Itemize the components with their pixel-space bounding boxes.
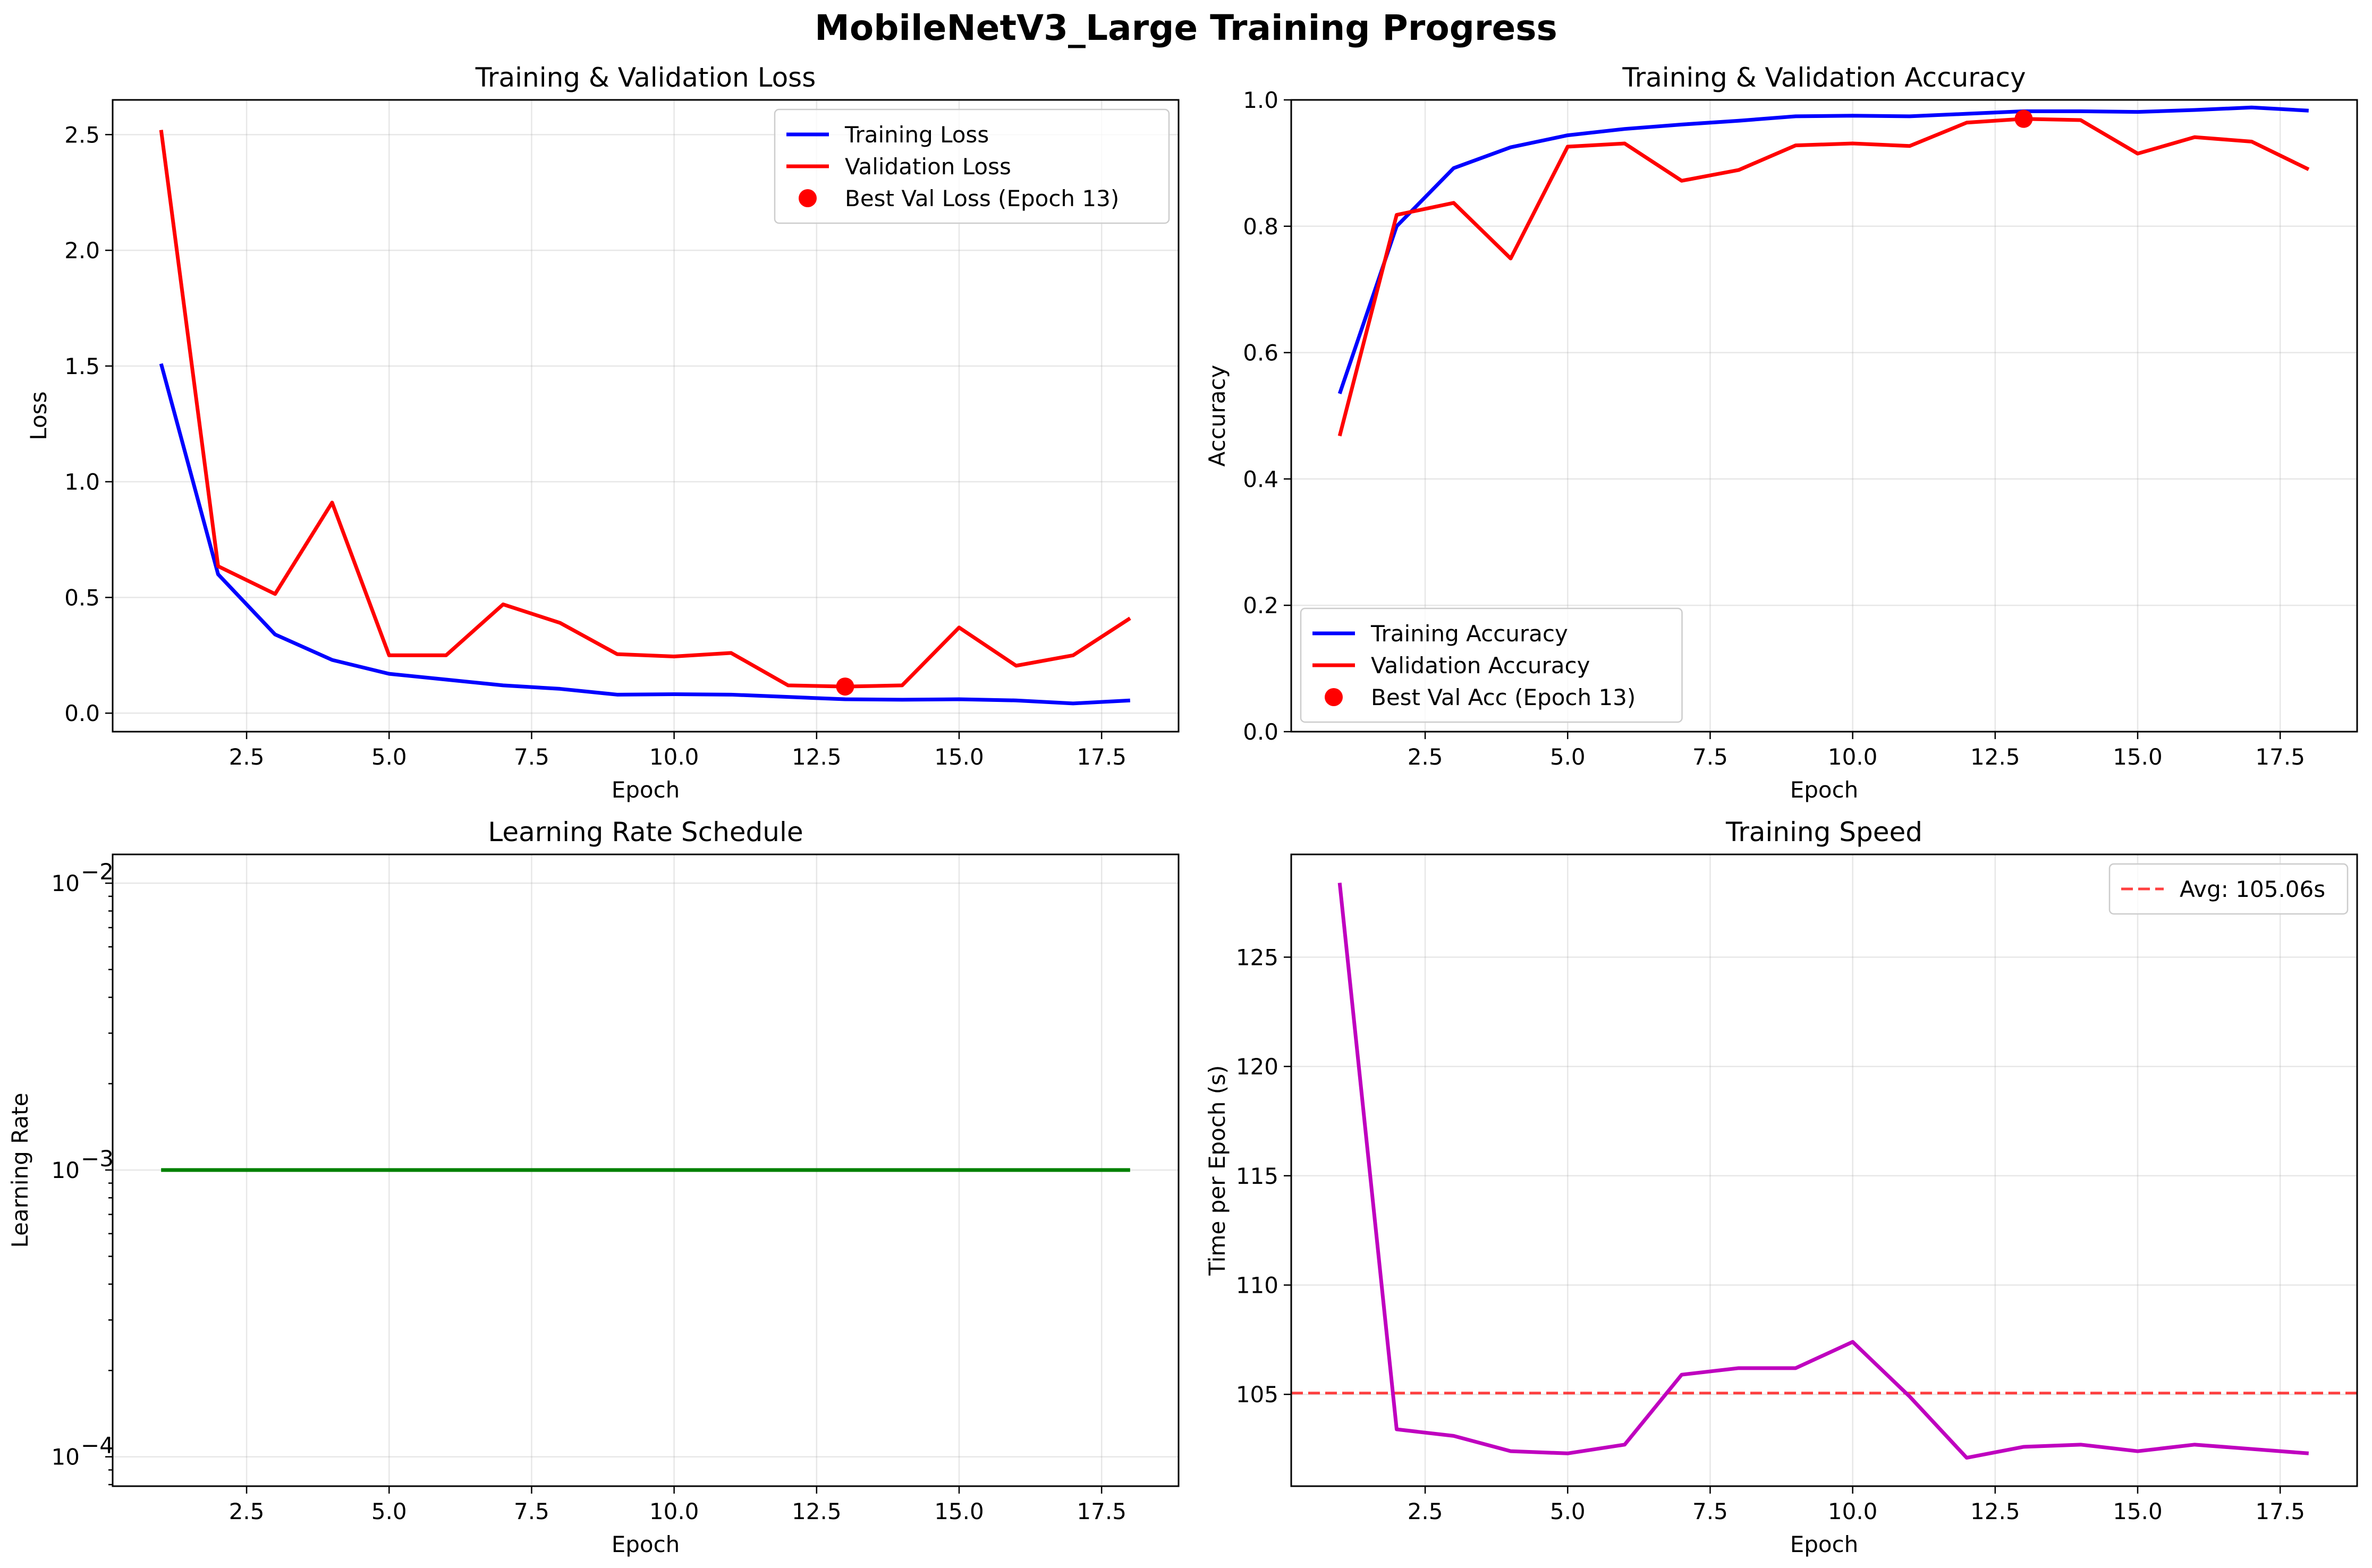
y-tick-label: 0.0 <box>1243 719 1278 745</box>
y-tick-label: 10 <box>52 870 80 896</box>
y-tick-label: 10 <box>52 1157 80 1183</box>
y-tick-label: 1.0 <box>64 469 100 495</box>
legend-box <box>2108 863 2349 915</box>
y-axis-label: Accuracy <box>1204 365 1230 467</box>
learning-rate-chart: 2.5 5.0 7.5 10.0 12.5 15.0 17.510−410−310 −2Lea… <box>7 817 1180 1557</box>
plot-frame <box>112 853 1180 1487</box>
x-tick-label: 7.5 <box>1692 1498 1728 1524</box>
x-tick-label: 15.0 <box>2113 1498 2163 1524</box>
best-epoch-marker <box>836 677 854 696</box>
y-tick-label: 1.0 <box>1243 87 1278 113</box>
y-tick-exponent: −4 <box>81 1433 114 1459</box>
legend-entry-label: Best Val Loss (Epoch 13) <box>845 185 1119 211</box>
x-tick-label: 17.5 <box>2255 1498 2305 1524</box>
y-axis-label: Loss <box>26 391 52 440</box>
loss-chart: 2.5 5.0 7.5 10.0 12.5 15.0 17.5 0.0 0.5 1.0 1.5 2.0… <box>26 62 1180 803</box>
plot-frame <box>1290 853 2358 1487</box>
legend-entry-label: Validation Loss <box>845 154 1011 180</box>
chart-title: Learning Rate Schedule <box>488 817 803 847</box>
training-loss-line <box>159 363 1131 706</box>
x-tick-label: 10.0 <box>649 744 699 770</box>
x-axis-label: Epoch <box>612 1531 680 1557</box>
legend-marker-swatch <box>799 189 817 207</box>
chart-title: Training & Validation Loss <box>475 62 816 93</box>
x-axis-label: Epoch <box>612 777 680 803</box>
y-tick-label: 125 <box>1236 944 1278 970</box>
y-tick-exponent: −2 <box>81 859 114 885</box>
training-speed-chart: 2.5 5.0 7.5 10.0 12.5 15.0 17.5 105 110 115 120 125… <box>1204 817 2358 1557</box>
x-tick-label: 15.0 <box>934 744 984 770</box>
x-tick-label: 12.5 <box>1970 1498 2020 1524</box>
legend-box <box>1300 607 1683 723</box>
y-tick-label: 0.6 <box>1243 340 1278 366</box>
x-tick-label: 10.0 <box>649 1498 699 1524</box>
y-tick-label: 2.0 <box>64 238 100 264</box>
x-axis-label: Epoch <box>1790 1531 1859 1557</box>
y-tick-label: 115 <box>1236 1163 1278 1189</box>
x-tick-label: 5.0 <box>1550 744 1586 770</box>
legend-marker-swatch <box>1325 688 1343 706</box>
legend-box <box>774 108 1170 224</box>
plot-frame <box>1290 99 2358 733</box>
x-tick-label: 17.5 <box>1077 1498 1126 1524</box>
legend-entry-label: Avg: 105.06s <box>2180 876 2325 902</box>
y-tick-exponent: −3 <box>81 1146 114 1172</box>
x-tick-label: 7.5 <box>1692 744 1728 770</box>
x-tick-label: 5.0 <box>1550 1498 1586 1524</box>
x-tick-label: 2.5 <box>229 744 265 770</box>
x-tick-label: 15.0 <box>934 1498 984 1524</box>
accuracy-chart: 2.5 5.0 7.5 10.0 12.5 15.0 17.5 0.0 0.2 0.4 0.6 0.8… <box>1204 62 2358 803</box>
validation-accuracy-line <box>1337 117 2310 437</box>
y-tick-label: 120 <box>1236 1054 1278 1080</box>
x-tick-label: 15.0 <box>2113 744 2163 770</box>
y-tick-label: 2.5 <box>64 122 100 148</box>
speed-series-line <box>1337 883 2309 1460</box>
legend-entry-label: Best Val Acc (Epoch 13) <box>1371 684 1636 710</box>
y-tick-label: 10 <box>52 1444 80 1470</box>
x-tick-label: 7.5 <box>514 1498 549 1524</box>
x-tick-label: 2.5 <box>1408 1498 1443 1524</box>
x-tick-label: 10.0 <box>1828 744 1878 770</box>
y-tick-label: 105 <box>1236 1381 1278 1408</box>
y-tick-label: 0.0 <box>64 700 100 726</box>
x-tick-label: 17.5 <box>2255 744 2305 770</box>
best-epoch-marker <box>2014 109 2033 128</box>
y-tick-label: 0.2 <box>1243 592 1278 618</box>
figure-title: MobileNetV3_Large Training Progress <box>815 7 1557 48</box>
y-tick-label: 0.5 <box>64 584 100 611</box>
x-tick-label: 5.0 <box>371 744 407 770</box>
training-accuracy-line <box>1337 105 2309 395</box>
y-tick-label: 0.8 <box>1243 214 1278 240</box>
y-tick-label: 0.4 <box>1243 466 1278 492</box>
x-tick-label: 5.0 <box>371 1498 407 1524</box>
x-tick-label: 2.5 <box>1408 744 1443 770</box>
chart-title: Training Speed <box>1725 817 1922 847</box>
x-tick-label: 10.0 <box>1828 1498 1878 1524</box>
legend-entry-label: Validation Accuracy <box>1371 652 1590 679</box>
validation-loss-line <box>159 130 1131 689</box>
y-tick-label: 110 <box>1236 1272 1278 1298</box>
y-axis-label: Learning Rate <box>7 1093 33 1248</box>
x-tick-label: 12.5 <box>1970 744 2020 770</box>
legend: Training Accuracy Validation Accuracy Best… <box>1300 607 1683 723</box>
x-tick-label: 17.5 <box>1077 744 1126 770</box>
legend: Avg: 105.06s <box>2108 863 2349 915</box>
chart-title: Training & Validation Accuracy <box>1622 62 2026 93</box>
x-tick-label: 7.5 <box>514 744 549 770</box>
legend-entry-label: Training Accuracy <box>1370 621 1568 647</box>
x-axis-label: Epoch <box>1790 777 1859 803</box>
y-axis-label: Time per Epoch (s) <box>1204 1065 1230 1276</box>
plot-frame <box>112 99 1180 733</box>
legend: Training Loss Validation Loss Best Val Los… <box>774 108 1170 224</box>
y-tick-label: 1.5 <box>64 353 100 379</box>
legend-entry-label: Training Loss <box>844 122 989 148</box>
x-tick-label: 2.5 <box>229 1498 265 1524</box>
x-tick-label: 12.5 <box>792 744 842 770</box>
x-tick-label: 12.5 <box>792 1498 842 1524</box>
